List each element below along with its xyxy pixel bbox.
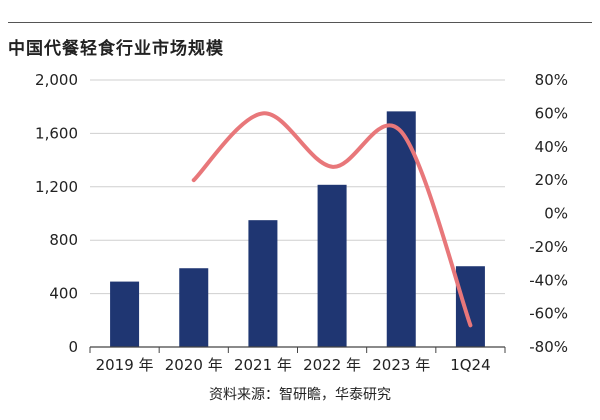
- y-right-tick-label: 20%: [535, 171, 568, 189]
- bar: [248, 220, 278, 347]
- bar: [110, 281, 140, 347]
- y-left-tick-label: 0: [68, 338, 78, 356]
- x-tick-label: 2021 年: [234, 356, 292, 374]
- y-left-tick-label: 400: [49, 285, 78, 303]
- y-left-tick-label: 1,600: [35, 124, 78, 142]
- top-rule: [8, 22, 592, 23]
- source-note: 资料来源：智研瞻，华泰研究: [209, 387, 391, 403]
- x-tick-label: 2020 年: [165, 356, 223, 374]
- x-tick-label: 2022 年: [303, 356, 361, 374]
- y-right-tick-label: -60%: [529, 305, 568, 323]
- growth-line: [191, 111, 473, 328]
- x-tick-label: 2023 年: [372, 356, 430, 374]
- y-right-tick-label: 60%: [535, 104, 568, 122]
- bar: [317, 184, 347, 347]
- chart-title: 中国代餐轻食行业市场规模: [8, 39, 224, 59]
- bar: [179, 268, 209, 347]
- y-right-tick-label: 0%: [544, 205, 568, 223]
- y-left-tick-label: 800: [49, 231, 78, 249]
- y-right-tick-label: -20%: [529, 238, 568, 256]
- y-left-tick-label: 1,200: [35, 178, 78, 196]
- y-left-tick-label: 2,000: [35, 71, 78, 89]
- x-tick-label: 1Q24: [450, 356, 490, 374]
- y-right-tick-label: -40%: [529, 271, 568, 289]
- y-right-tick-label: 40%: [535, 138, 568, 156]
- bar: [455, 266, 485, 347]
- x-tick-label: 2019 年: [96, 356, 154, 374]
- y-right-tick-label: -80%: [529, 338, 568, 356]
- y-right-tick-label: 80%: [535, 71, 568, 89]
